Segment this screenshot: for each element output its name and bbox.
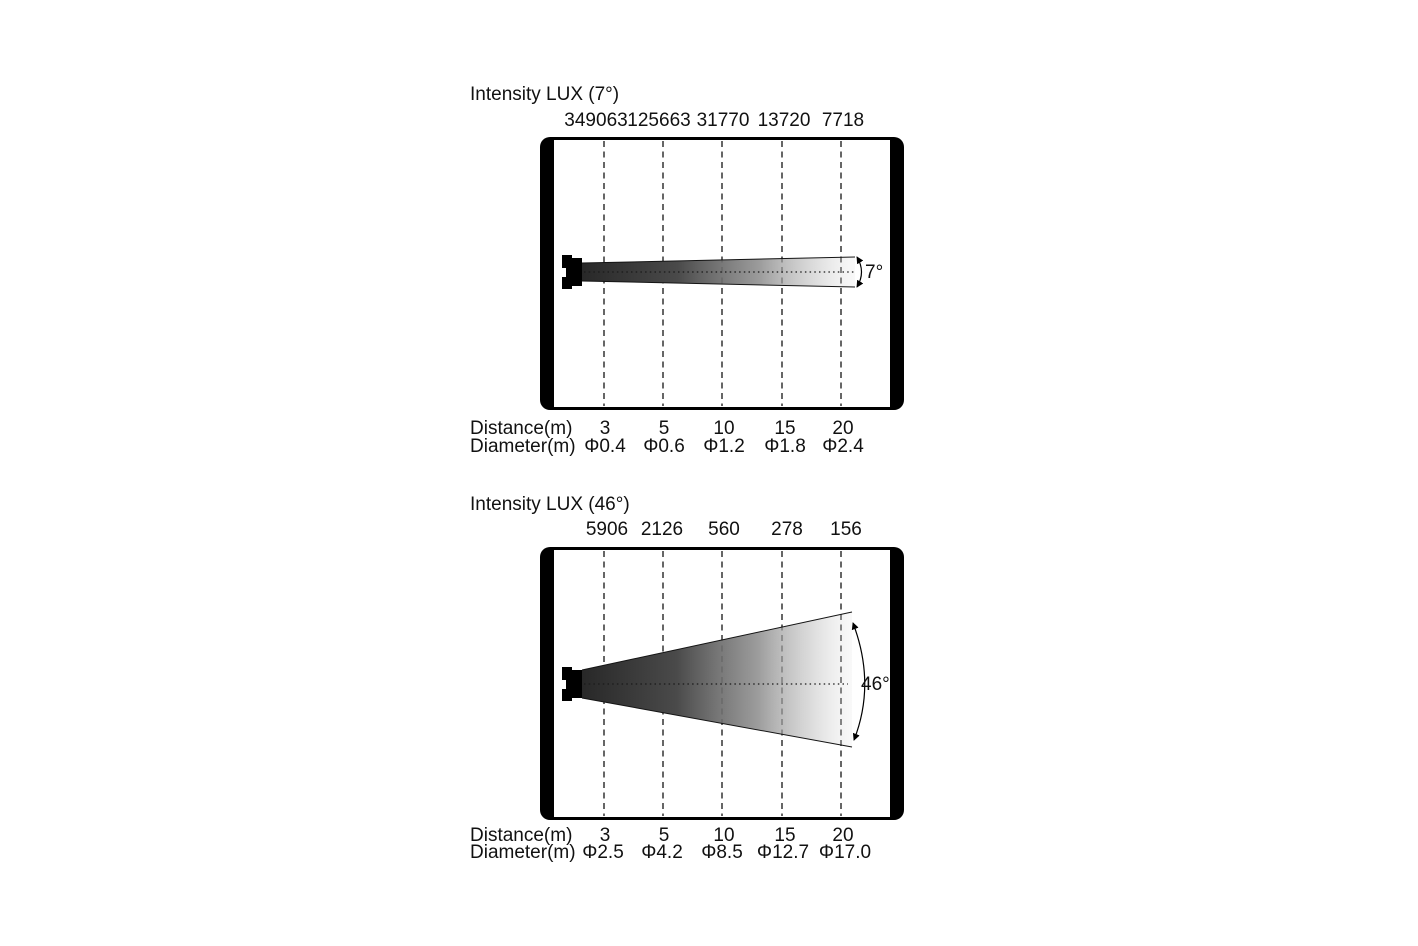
- diameter-row-label: Diameter(m): [470, 842, 576, 863]
- intensity-value: 560: [708, 519, 740, 540]
- distance-value: 10: [713, 825, 735, 846]
- distance-value: 20: [832, 418, 854, 439]
- diameter-value: Φ8.5: [701, 842, 743, 863]
- beam-edge-top: [581, 256, 856, 264]
- beam-diagram-7deg: 7°: [540, 137, 904, 410]
- angle-label: 46°: [861, 674, 890, 695]
- distance-value: 5: [658, 825, 670, 846]
- diameter-row-label: Diameter(m): [470, 436, 576, 457]
- beam-cone: [582, 257, 855, 287]
- distance-value: 15: [774, 418, 796, 439]
- intensity-value: 13720: [757, 110, 811, 131]
- intensity-value: 156: [830, 519, 862, 540]
- diameter-value: Φ1.8: [764, 436, 806, 457]
- diameter-value: Φ2.4: [822, 436, 864, 457]
- distance-value: 10: [713, 418, 735, 439]
- fixture-icon: [562, 667, 582, 701]
- angle-arc: [856, 256, 864, 288]
- intensity-value: 31770: [696, 110, 750, 131]
- distance-row-label: Distance(m): [470, 825, 573, 846]
- intensity-value: 278: [771, 519, 803, 540]
- distance-value: 5: [658, 418, 670, 439]
- diameter-value: Φ4.2: [641, 842, 683, 863]
- diameter-value: Φ2.5: [582, 842, 624, 863]
- angle-label: 7°: [865, 262, 883, 283]
- distance-value: 20: [832, 825, 854, 846]
- beam-edge-bottom: [581, 697, 853, 748]
- angle-arc: [851, 622, 866, 741]
- intensity-value: 7718: [821, 110, 865, 131]
- diameter-value: Φ0.6: [643, 436, 685, 457]
- beam-cone: [582, 612, 852, 747]
- diameter-value: Φ0.4: [584, 436, 626, 457]
- diagram-title: Intensity LUX (7°): [470, 84, 620, 105]
- beam-edge-top: [581, 611, 853, 671]
- intensity-value: 5906: [585, 519, 629, 540]
- fixture-icon: [562, 255, 582, 289]
- diameter-value: Φ1.2: [703, 436, 745, 457]
- distance-row-label: Distance(m): [470, 418, 573, 439]
- intensity-value: 125663: [627, 110, 691, 131]
- beam-edge-bottom: [581, 280, 856, 288]
- diagram-title: Intensity LUX (46°): [470, 494, 630, 515]
- distance-value: 15: [774, 825, 796, 846]
- diameter-value: Φ17.0: [818, 842, 872, 863]
- distance-value: 3: [599, 825, 611, 846]
- distance-value: 3: [599, 418, 611, 439]
- intensity-value: 349063: [564, 110, 628, 131]
- diameter-value: Φ12.7: [756, 842, 810, 863]
- intensity-value: 2126: [640, 519, 684, 540]
- beam-diagram-46deg: 46°: [540, 547, 904, 820]
